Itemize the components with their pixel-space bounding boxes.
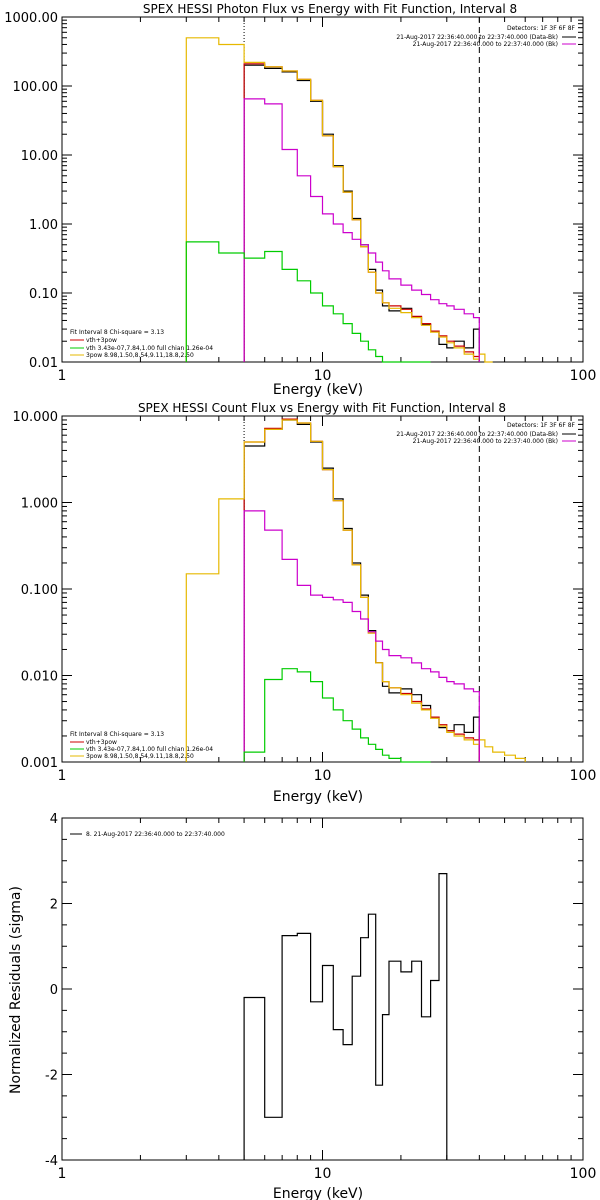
- y-tick-label: 4: [50, 812, 58, 827]
- residuals-legend: 8. 21-Aug-2017 22:36:40.000 to 22:37:40.…: [86, 831, 225, 838]
- residuals-plot: Energy (keV) Normalized Residuals (sigma…: [8, 812, 596, 1200]
- photon-flux-info-line-3: 21-Aug-2017 22:36:40.000 to 22:37:40.000…: [413, 41, 558, 48]
- y-tick-label: 100.00: [13, 80, 59, 95]
- series-line-0: [243, 873, 448, 1160]
- x-tick-label: 100: [570, 768, 597, 784]
- photon-flux-legend-line-2: vth+3pow: [86, 337, 117, 344]
- photon-flux-info-line-2: 21-Aug-2017 22:36:40.000 to 22:37:40.000…: [396, 34, 558, 41]
- series-line-1: [243, 418, 480, 762]
- y-tick-label: 1.000: [21, 497, 58, 512]
- series-line-4: [185, 241, 431, 363]
- y-tick-label: 10.000: [13, 410, 59, 425]
- count-flux-legend-line-4: 3pow 8.98,1.50,8.54,9.11,18.8,2.50: [86, 753, 194, 760]
- series-line-0: [243, 419, 480, 762]
- photon-flux-info-line-1: Detectors: 1F 3F 6F 8F: [507, 25, 576, 32]
- plot-frame-0: [61, 16, 584, 363]
- y-tick-label: 0: [50, 983, 58, 998]
- count-flux-info-line-2: 21-Aug-2017 22:36:40.000 to 22:37:40.000…: [396, 431, 558, 438]
- y-tick-label: 2: [50, 898, 58, 913]
- count-flux-plot: SPEX HESSI Count Flux vs Energy with Fit…: [13, 401, 597, 805]
- y-tick-label: 0.010: [21, 670, 58, 685]
- series-line-3: [243, 510, 480, 762]
- count-flux-info-line-1: Detectors: 1F 3F 6F 8F: [507, 422, 576, 429]
- x-tick-label: 10: [314, 368, 332, 384]
- count-flux-info-line-3: 21-Aug-2017 22:36:40.000 to 22:37:40.000…: [413, 438, 558, 445]
- x-tick-label: 1: [58, 768, 67, 784]
- photon-flux-title: SPEX HESSI Photon Flux vs Energy with Fi…: [143, 2, 517, 16]
- series-line-2: [185, 419, 526, 762]
- y-tick-label: 10.00: [21, 149, 58, 164]
- x-tick-label: 10: [314, 768, 332, 784]
- y-tick-label: 1000.00: [4, 11, 58, 26]
- y-tick-label: 0.001: [21, 756, 58, 771]
- y-tick-label: -4: [45, 1154, 58, 1169]
- count-flux-legend-line-2: vth+3pow: [86, 739, 117, 746]
- x-tick-label: 100: [570, 1166, 597, 1182]
- y-tick-label: -2: [45, 1069, 58, 1084]
- residuals-ylabel: Normalized Residuals (sigma): [8, 886, 24, 1094]
- x-tick-label: 100: [570, 368, 597, 384]
- count-flux-title: SPEX HESSI Count Flux vs Energy with Fit…: [138, 401, 506, 415]
- x-tick-label: 10: [314, 1166, 332, 1182]
- count-flux-legend-line-1: Fit Interval 8 Chi-square = 3.13: [70, 731, 164, 738]
- y-tick-label: 0.100: [21, 583, 58, 598]
- series-line-3: [243, 98, 480, 362]
- series-line-2: [185, 37, 493, 363]
- y-tick-label: 0.10: [29, 287, 58, 302]
- photon-flux-xlabel: Energy (keV): [273, 382, 363, 398]
- photon-flux-legend-line-1: Fit Interval 8 Chi-square = 3.13: [70, 329, 164, 336]
- x-tick-label: 1: [58, 368, 67, 384]
- x-tick-label: 1: [58, 1166, 67, 1182]
- photon-flux-legend-line-3: vth 3.43e-07,7.84,1.00 full chian 1.26e-…: [86, 345, 213, 352]
- photon-flux-legend-line-4: 3pow 8.98,1.50,8.54,9.11,18.8,2.50: [86, 352, 194, 359]
- series-line-0: [243, 64, 480, 362]
- y-tick-label: 1.00: [29, 218, 58, 233]
- photon-flux-plot: SPEX HESSI Photon Flux vs Energy with Fi…: [4, 2, 596, 398]
- series-line-4: [243, 668, 431, 763]
- series-line-1: [243, 63, 480, 362]
- residuals-xlabel: Energy (keV): [273, 1186, 363, 1200]
- count-flux-xlabel: Energy (keV): [273, 789, 363, 805]
- count-flux-legend-line-3: vth 3.43e-07,7.84,1.00 full chian 1.26e-…: [86, 746, 213, 753]
- y-tick-label: 0.01: [29, 356, 58, 371]
